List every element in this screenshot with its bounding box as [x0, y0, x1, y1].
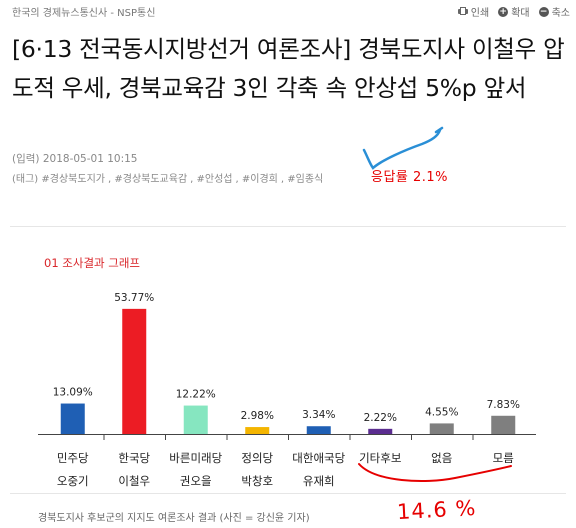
- category-label: 한국당: [118, 451, 150, 465]
- tag-link[interactable]: #안성섭: [196, 174, 233, 185]
- sum-note: 14.6 %: [396, 495, 477, 525]
- category-label: 정의당: [241, 451, 273, 465]
- zoom-in-label: 확대: [511, 8, 530, 19]
- zoom-out-label: 축소: [551, 8, 570, 19]
- tags-label: (태그): [12, 174, 39, 185]
- article-tools: 인쇄 + 확대 − 축소: [457, 4, 570, 19]
- tag-link[interactable]: #임종식: [287, 174, 324, 185]
- site-name: 한국의 경제뉴스통신사 - NSP통신: [12, 8, 156, 19]
- print-icon: [457, 6, 468, 17]
- zoom-in-button[interactable]: + 확대: [498, 4, 530, 19]
- handwritten-underline: [358, 463, 512, 482]
- category-label: 없음: [431, 451, 452, 465]
- bar-value-label: 3.34%: [302, 409, 335, 421]
- bar: [491, 415, 516, 434]
- category-label: 바른미래당: [169, 451, 222, 465]
- tag-link[interactable]: #이경희: [241, 174, 278, 185]
- zoom-out-icon: −: [538, 6, 549, 17]
- bar-value-label: 4.55%: [425, 406, 458, 418]
- bar: [183, 405, 208, 434]
- candidate-label: 유재희: [303, 474, 335, 488]
- category-label: 민주당: [57, 451, 89, 465]
- bar-value-label: 12.22%: [176, 389, 216, 401]
- tag-link[interactable]: #경상북도지가: [41, 174, 105, 185]
- zoom-out-button[interactable]: − 축소: [538, 4, 570, 19]
- bar-value-label: 13.09%: [53, 387, 93, 399]
- bar-value-label: 7.83%: [487, 399, 520, 411]
- chart-title: 01 조사결과 그래프: [44, 256, 141, 270]
- response-rate-note: 응답률 2.1%: [371, 170, 449, 185]
- bar: [245, 427, 270, 434]
- tag-link[interactable]: #경상북도교육감: [114, 174, 188, 185]
- category-label: 대한애국당: [292, 451, 345, 465]
- bar-value-label: 2.22%: [364, 412, 397, 424]
- article-tags: (태그) #경상북도지가, #경상북도교육감, #안성섭, #이경희, #임종식: [12, 174, 324, 185]
- photo-caption: 경북도지사 후보군의 지지도 여론조사 결과 (사진 = 강신윤 기자): [38, 513, 310, 524]
- category-label: 기타후보: [359, 451, 401, 465]
- bar: [368, 428, 393, 434]
- article-headline: [6·13 전국동시지방선거 여론조사] 경북도지사 이철우 압도적 우세, 경…: [12, 35, 565, 102]
- bar-value-label: 2.98%: [241, 410, 274, 422]
- bar-value-label: 53.77%: [114, 292, 154, 304]
- candidate-label: 이철우: [118, 474, 150, 488]
- bar: [306, 426, 331, 434]
- candidate-label: 권오을: [180, 474, 212, 488]
- bar: [429, 423, 454, 434]
- category-label: 모름: [493, 451, 514, 465]
- bar: [60, 403, 85, 434]
- bar: [122, 308, 147, 434]
- handwritten-checkmark: [362, 126, 444, 170]
- top-bar: 한국의 경제뉴스통신사 - NSP통신 인쇄 + 확대 − 축소: [0, 0, 576, 22]
- candidate-label: 오중기: [57, 474, 89, 488]
- print-button[interactable]: 인쇄: [457, 4, 490, 19]
- article-date: (입력) 2018-05-01 10:15: [12, 153, 138, 165]
- zoom-in-icon: +: [498, 6, 509, 17]
- print-label: 인쇄: [470, 8, 490, 19]
- candidate-label: 박창호: [241, 474, 273, 488]
